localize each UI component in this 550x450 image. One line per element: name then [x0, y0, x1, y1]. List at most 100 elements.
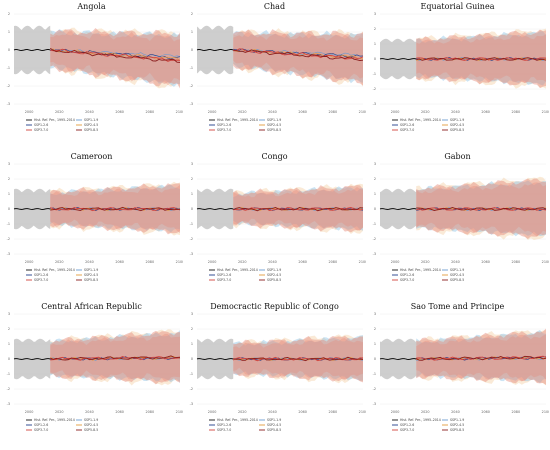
projection-band-1: [233, 29, 363, 84]
panel-title: Gabon: [444, 152, 471, 161]
legend-label: SSP1-2.6: [34, 123, 48, 127]
projection-band-1: [50, 330, 180, 383]
y-tick-label: 1: [191, 192, 193, 196]
x-tick-label: 2080: [145, 410, 154, 414]
legend-label: Hist. Ref. Per., 1995–2014: [400, 268, 441, 272]
y-tick-label: -1: [7, 372, 10, 376]
y-tick-label: 1: [8, 30, 10, 34]
x-tick-label: 2040: [451, 260, 460, 264]
y-tick-label: -2: [373, 237, 376, 241]
y-tick-label: 0: [8, 357, 10, 361]
y-tick-label: -3: [190, 102, 193, 106]
legend-label: SSP2-4.5: [84, 273, 98, 277]
x-tick-label: 2000: [391, 110, 400, 114]
x-tick-label: 2080: [145, 260, 154, 264]
x-tick-label: 2040: [268, 260, 277, 264]
legend-label: SSP2-4.5: [450, 423, 464, 427]
y-tick-label: 2: [191, 12, 193, 16]
y-tick-label: -1: [190, 66, 193, 70]
x-tick-label: 2100: [542, 260, 549, 264]
projection-band-0: [416, 330, 546, 386]
x-tick-label: 2080: [328, 410, 337, 414]
x-tick-label: 2060: [298, 410, 307, 414]
y-tick-label: 2: [191, 177, 193, 181]
x-tick-label: 2100: [359, 260, 366, 264]
y-tick-label: 3: [191, 162, 193, 166]
x-tick-label: 2000: [391, 260, 400, 264]
x-tick-label: 2060: [115, 110, 124, 114]
legend-label: SSP1-1.9: [267, 118, 281, 122]
x-tick-label: 2060: [481, 260, 490, 264]
y-tick-label: -3: [7, 102, 10, 106]
y-tick-label: -1: [7, 222, 10, 226]
panel-dr-congo: Democractic Republic of Congo 3 2 1 0 -1 -2 -3…: [183, 300, 366, 450]
x-tick-label: 2040: [85, 110, 94, 114]
y-tick-label: -2: [373, 387, 376, 391]
x-tick-label: 2040: [451, 410, 460, 414]
y-tick-label: -2: [190, 237, 193, 241]
y-tick-label: 3: [374, 162, 376, 166]
series-line-ssp370: [50, 356, 181, 361]
x-tick-label: 2060: [115, 260, 124, 264]
x-tick-label: 2040: [268, 110, 277, 114]
panel-title: Democractic Republic of Congo: [210, 302, 339, 311]
projection-band-2: [416, 29, 546, 89]
y-tick-label: 1: [374, 192, 376, 196]
panel-sao-tome-and-principe: Sao Tome and Principe 3 2 1 0 -1 -2 -3 2000 2020…: [366, 300, 549, 450]
legend-label: SSP3-7.0: [217, 278, 231, 282]
y-tick-label: -2: [7, 84, 10, 88]
series-line-ssp585: [416, 57, 547, 61]
series-line-ssp585: [50, 355, 181, 361]
y-tick-label: -2: [7, 237, 10, 241]
x-tick-label: 2020: [55, 260, 64, 264]
legend-label: SSP3-7.0: [34, 428, 48, 432]
x-tick-label: 2020: [238, 260, 247, 264]
legend-label: SSP3-7.0: [217, 428, 231, 432]
panel-congo: Congo 3 2 1 0 -1 -2 -3 2000 2020 2040 2060 2080 2100…: [183, 150, 366, 300]
chart-svg: 3 2 1 0 -1 -2 -3 2000 2020 2040 2060 2080 2100 Hist. …: [190, 162, 366, 282]
legend-label: SSP1-1.9: [450, 118, 464, 122]
y-tick-label: 3: [374, 312, 376, 316]
panel-title: Central African Republic: [41, 302, 142, 311]
projection-band-1: [50, 29, 180, 87]
x-tick-label: 2000: [25, 110, 34, 114]
x-tick-label: 2040: [85, 260, 94, 264]
projection-band-0: [416, 28, 546, 89]
chart-svg: 2 1 0 -1 -2 -3 2000 2020 2040 2060 2080 2100 Hist. R…: [7, 12, 183, 132]
legend-label: SSP5-8.5: [84, 278, 98, 282]
projection-band-3: [233, 31, 363, 81]
panel-equatorial-guinea: Equatorial Guinea 3 2 1 0 -1 -2 -3 2000 2020 2040…: [366, 0, 549, 150]
y-tick-label: 2: [374, 27, 376, 31]
x-tick-label: 2080: [511, 260, 520, 264]
legend-label: SSP1-1.9: [267, 268, 281, 272]
projection-band-0: [50, 329, 180, 386]
legend-label: SSP1-1.9: [84, 418, 98, 422]
x-tick-label: 2100: [176, 410, 183, 414]
legend-label: SSP1-1.9: [84, 118, 98, 122]
y-tick-label: 3: [8, 312, 10, 316]
y-tick-label: 1: [8, 192, 10, 196]
y-tick-label: -1: [190, 222, 193, 226]
x-tick-label: 2020: [238, 110, 247, 114]
x-tick-label: 2040: [451, 110, 460, 114]
y-tick-label: -1: [7, 66, 10, 70]
historical-line: [196, 208, 234, 210]
x-tick-label: 2100: [176, 260, 183, 264]
chart-svg: 3 2 1 0 -1 -2 -3 2000 2020 2040 2060 2080 2100 Hist. …: [373, 12, 549, 132]
legend-label: Hist. Ref. Per., 1995–2014: [217, 268, 258, 272]
legend-label: SSP1-2.6: [217, 423, 231, 427]
x-tick-label: 2060: [481, 110, 490, 114]
y-tick-label: 0: [374, 357, 376, 361]
series-line-ssp585: [50, 206, 181, 212]
x-tick-label: 2060: [298, 260, 307, 264]
y-tick-label: 0: [191, 207, 193, 211]
x-tick-label: 2020: [55, 410, 64, 414]
legend-label: SSP1-2.6: [34, 273, 48, 277]
x-tick-label: 2100: [542, 410, 549, 414]
projection-band-2: [233, 29, 363, 86]
projection-band-3: [50, 30, 180, 86]
historical-line: [13, 208, 51, 210]
x-tick-label: 2020: [55, 110, 64, 114]
y-tick-label: -3: [373, 402, 376, 406]
